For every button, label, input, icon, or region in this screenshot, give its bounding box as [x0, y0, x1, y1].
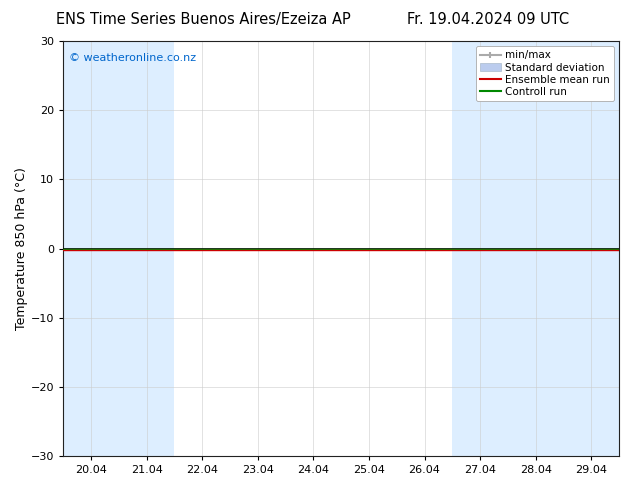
Y-axis label: Temperature 850 hPa (°C): Temperature 850 hPa (°C) [15, 167, 28, 330]
Text: © weatheronline.co.nz: © weatheronline.co.nz [69, 53, 196, 64]
Bar [452, 41, 619, 456]
Bar [63, 41, 174, 456]
Text: Fr. 19.04.2024 09 UTC: Fr. 19.04.2024 09 UTC [407, 12, 569, 27]
Legend: min/max, Standard deviation, Ensemble mean run, Controll run: min/max, Standard deviation, Ensemble me… [476, 46, 614, 101]
Text: ENS Time Series Buenos Aires/Ezeiza AP: ENS Time Series Buenos Aires/Ezeiza AP [56, 12, 350, 27]
